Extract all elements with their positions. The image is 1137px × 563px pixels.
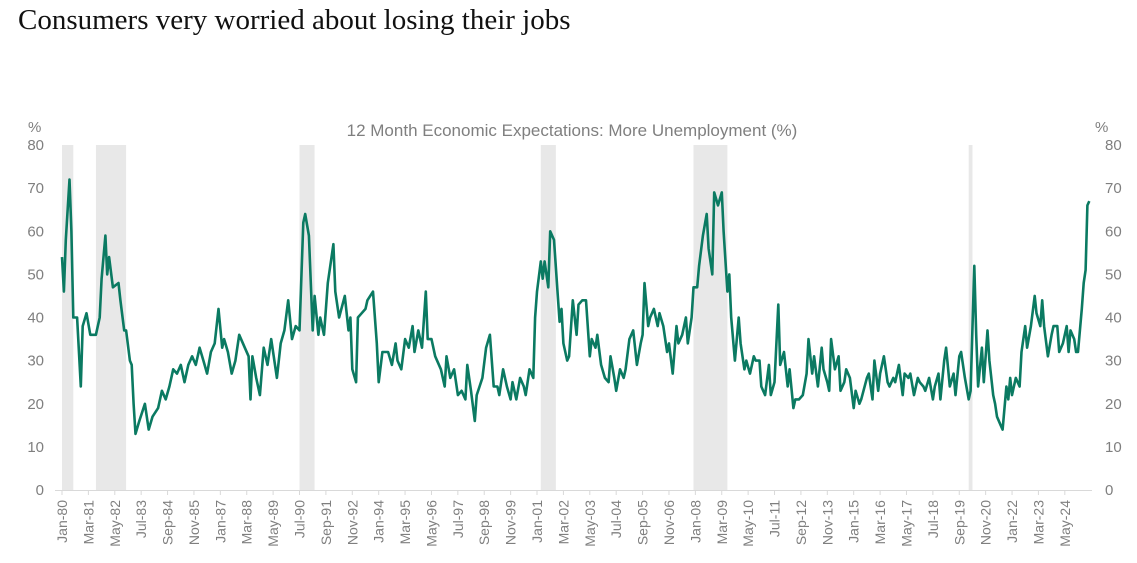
x-tick-label: Sep-05 — [635, 500, 651, 545]
recession-band — [968, 145, 973, 490]
y-tick-label-left: 30 — [27, 353, 44, 370]
x-tick-label: Nov-06 — [661, 500, 677, 545]
y-tick-label-right: 40 — [1105, 310, 1122, 327]
series-lines — [60, 178, 1091, 436]
x-tick-label: Nov-20 — [978, 500, 994, 545]
x-tick-label: Jul-83 — [133, 500, 149, 538]
x-tick-label: Nov-99 — [503, 500, 519, 545]
recession-bands — [62, 145, 973, 490]
y-tick-label-left: 50 — [27, 266, 44, 283]
x-tick-label: Mar-81 — [80, 500, 96, 545]
x-tick-label: Nov-13 — [819, 500, 835, 545]
y-tick-label-left: 70 — [27, 180, 44, 197]
y-tick-label-right: 70 — [1105, 180, 1122, 197]
page-title: Consumers very worried about losing thei… — [18, 4, 571, 36]
y-tick-label-right: 0 — [1105, 482, 1113, 499]
y-tick-label-left: 40 — [27, 310, 44, 327]
x-tick-label: Mar-16 — [872, 500, 888, 545]
x-tick-label: May-24 — [1057, 500, 1073, 547]
recession-band — [540, 145, 556, 490]
x-tick-label: May-17 — [898, 500, 914, 547]
x-tick-label: Sep-84 — [160, 500, 176, 545]
y-tick-label-right: 50 — [1105, 266, 1122, 283]
x-tick-label: Nov-92 — [344, 500, 360, 545]
x-tick-label: Jan-15 — [846, 500, 862, 543]
x-tick-label: Mar-95 — [397, 500, 413, 545]
x-tick-label: Jan-80 — [54, 500, 70, 543]
x-tick-label: Sep-91 — [318, 500, 334, 545]
x-tick-label: Jan-94 — [371, 500, 387, 543]
y-axis-unit-left: % — [28, 119, 41, 136]
recession-band — [62, 145, 74, 490]
y-tick-label-left: 10 — [27, 439, 44, 456]
x-tick-label: Jul-11 — [767, 500, 783, 537]
x-tick-label: Mar-02 — [555, 500, 571, 545]
x-tick-label: May-82 — [107, 500, 123, 547]
y-tick-label-left: 80 — [27, 137, 44, 154]
y-tick-label-right: 60 — [1105, 223, 1122, 240]
y-tick-label-left: 60 — [27, 223, 44, 240]
x-tick-label: Jul-90 — [292, 500, 308, 538]
x-tick-label: Sep-19 — [951, 500, 967, 545]
y-tick-label-right: 20 — [1105, 396, 1122, 413]
x-tick-label: Sep-12 — [793, 500, 809, 545]
x-tick-label: Mar-09 — [714, 500, 730, 545]
x-tick-label: May-03 — [582, 500, 598, 547]
y-tick-label-right: 80 — [1105, 137, 1122, 154]
x-tick-label: May-10 — [740, 500, 756, 547]
x-tick-label: Nov-85 — [186, 500, 202, 545]
x-tick-label: May-89 — [265, 500, 281, 547]
x-tick-label: May-96 — [423, 500, 439, 547]
x-tick-label: Sep-98 — [476, 500, 492, 545]
x-tick-label: Jan-01 — [529, 500, 545, 543]
y-tick-label-right: 10 — [1105, 439, 1122, 456]
x-tick-label: Jul-18 — [925, 500, 941, 538]
y-tick-label-left: 0 — [36, 482, 44, 499]
x-tick-label: Jan-87 — [212, 500, 228, 543]
x-tick-label: Mar-88 — [239, 500, 255, 545]
y-tick-label-right: 30 — [1105, 353, 1122, 370]
x-tick-label: Jul-97 — [450, 500, 466, 538]
y-tick-label-left: 20 — [27, 396, 44, 413]
x-tick-label: Jan-22 — [1004, 500, 1020, 543]
series-line-more-unemployment — [60, 178, 1091, 436]
x-tick-label: Jul-04 — [608, 500, 624, 538]
x-tick-label: Jan-08 — [687, 500, 703, 543]
y-axis-unit-right: % — [1095, 119, 1108, 136]
x-tick-label: Mar-23 — [1030, 500, 1046, 545]
axes: 0 0 10 10 20 20 30 30 40 40 50 50 60 60 70 70 80 80 Jan-80… — [27, 137, 1121, 547]
chart-title: 12 Month Economic Expectations: More Une… — [347, 121, 798, 140]
